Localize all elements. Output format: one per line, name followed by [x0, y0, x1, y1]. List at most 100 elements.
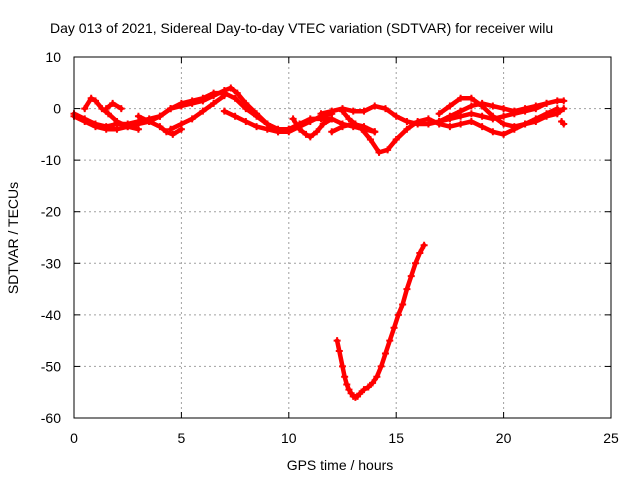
data-point [360, 123, 368, 131]
data-point [384, 146, 392, 154]
x-tick-label: 20 [496, 430, 512, 446]
data-point [414, 117, 422, 125]
data-point [446, 102, 454, 110]
data-point [199, 107, 207, 115]
series-track-e [134, 112, 185, 138]
data-point [500, 130, 508, 138]
data-point [302, 130, 310, 138]
data-point [328, 128, 336, 136]
data-point [478, 112, 486, 120]
data-point [102, 105, 110, 113]
data-point [339, 107, 346, 115]
data-point [543, 99, 551, 107]
data-point [253, 112, 261, 120]
data-point [446, 112, 454, 120]
x-tick-labels: 0 5 10 15 20 25 [70, 430, 619, 446]
data-point [467, 102, 475, 110]
data-point [162, 128, 170, 136]
data-point [339, 123, 346, 131]
data-point [373, 373, 381, 381]
data-point [364, 383, 372, 391]
data-point [227, 84, 235, 92]
x-tick-label: 0 [70, 430, 78, 446]
data-point [394, 311, 402, 319]
data-point [91, 123, 99, 131]
data-point [371, 102, 379, 110]
data-point [392, 112, 400, 120]
y-axis-label: SDTVAR / TECUs [5, 182, 21, 294]
data-point [424, 115, 432, 123]
series-track-dip [333, 241, 428, 401]
data-point [403, 117, 411, 125]
y-tick-label: -50 [41, 358, 61, 374]
data-point [521, 105, 529, 113]
data-point [416, 249, 424, 257]
data-point [231, 94, 239, 102]
y-tick-labels: 10 0 -10 -20 -30 -40 -50 -60 [41, 49, 61, 426]
data-point [543, 110, 551, 118]
data-point [289, 115, 297, 123]
data-point [356, 390, 364, 398]
series-track-c [81, 94, 142, 133]
data-point [489, 102, 497, 110]
data-point [381, 105, 389, 113]
data-point [510, 107, 518, 115]
data-point [510, 123, 518, 131]
data-point [296, 125, 304, 133]
data-point [345, 386, 353, 394]
y-tick-label: -20 [41, 204, 61, 220]
data-point [339, 362, 346, 370]
x-tick-label: 5 [178, 430, 186, 446]
data-point [102, 125, 110, 133]
data-point [446, 123, 454, 131]
data-point [381, 350, 389, 358]
data-point [81, 117, 89, 125]
data-point [457, 120, 465, 128]
data-point [377, 362, 385, 370]
data-point [403, 125, 411, 133]
data-point [412, 259, 420, 267]
data-point [188, 97, 196, 105]
data-point [188, 115, 196, 123]
data-point [285, 125, 293, 133]
data-point [231, 112, 239, 120]
data-point [313, 128, 321, 136]
data-point [220, 92, 228, 100]
data-point [532, 102, 540, 110]
data-point [457, 107, 465, 115]
data-point [177, 120, 185, 128]
data-point [371, 128, 379, 136]
data-point [124, 123, 132, 131]
series-track-f [167, 92, 228, 133]
data-point [113, 117, 121, 125]
series-track-n [558, 117, 568, 128]
y-tick-label: -40 [41, 307, 61, 323]
data-point [478, 123, 486, 131]
chart-title: Day 013 of 2021, Sidereal Day-to-day VTE… [50, 20, 553, 36]
data-point [81, 105, 89, 113]
data-point [134, 125, 142, 133]
data-point [375, 148, 383, 156]
data-point [87, 94, 95, 102]
data-point [113, 125, 121, 133]
y-tick-label: -30 [41, 255, 61, 271]
data-point [369, 379, 377, 387]
data-point [521, 120, 529, 128]
data-point [210, 99, 218, 107]
data-point [500, 105, 508, 113]
data-point [104, 110, 112, 118]
data-point [109, 99, 117, 107]
y-tick-label: -60 [41, 410, 61, 426]
data-point [500, 120, 508, 128]
data-point [169, 130, 177, 138]
data-point [392, 136, 400, 144]
data-point [242, 117, 250, 125]
data-point [467, 117, 475, 125]
series-trace [334, 242, 427, 400]
data-point [489, 112, 497, 120]
data-point [500, 112, 508, 120]
data-point [435, 110, 443, 118]
data-point [167, 125, 175, 133]
data-point [328, 115, 336, 123]
data-point [478, 99, 486, 107]
